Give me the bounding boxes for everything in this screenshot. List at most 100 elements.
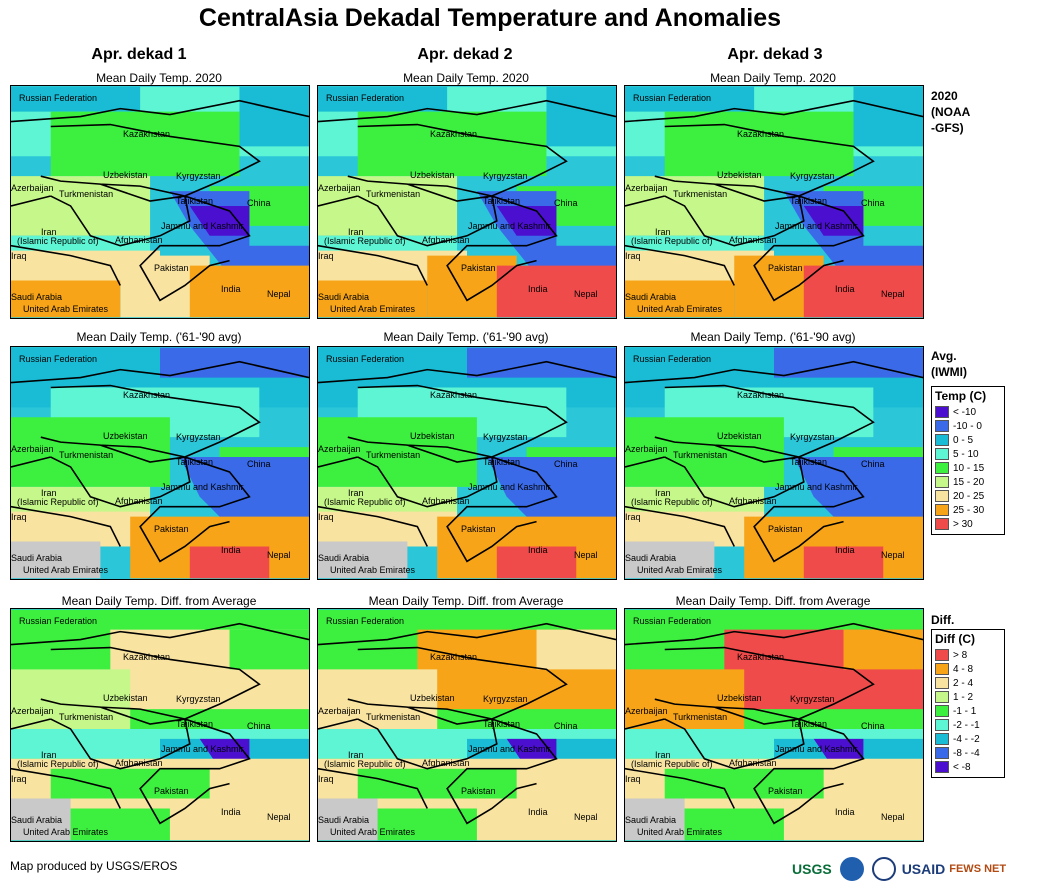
map-place-label: China [247, 198, 271, 208]
map-field [318, 86, 448, 112]
temp-legend-item: 15 - 20 [935, 475, 1001, 489]
panel-label: Mean Daily Temp. Diff. from Average [675, 594, 871, 608]
legend-swatch [935, 462, 949, 474]
map-place-label: Tajikistan [790, 719, 828, 729]
map-place-label: Nepal [267, 812, 291, 822]
map-field [546, 86, 616, 147]
map-field [11, 541, 101, 579]
panel-label: Mean Daily Temp. ('61-'90 avg) [383, 330, 549, 344]
map-place-label: Uzbekistan [410, 693, 455, 703]
map-place-label: Nepal [881, 550, 905, 560]
map-place-label: Afghanistan [115, 496, 163, 506]
map-place-label: United Arab Emirates [637, 304, 723, 314]
map-place-label: Kyrgyzstan [483, 432, 528, 442]
map-place-label: (Islamic Republic of) [324, 497, 406, 507]
map-place-label: (Islamic Republic of) [324, 236, 406, 246]
map-place-label: Saudi Arabia [11, 553, 63, 563]
fewsnet-logo: FEWS NET [949, 863, 1007, 875]
map-field [11, 86, 141, 112]
map-field [11, 280, 121, 318]
map-place-label: Nepal [574, 550, 598, 560]
legend-title: Temp (C) [935, 389, 987, 403]
legend-swatch [935, 761, 949, 773]
map-place-label: Jammu and Kashmir [775, 482, 858, 492]
map-place-label: Nepal [267, 289, 291, 299]
map-place-label: United Arab Emirates [23, 565, 109, 575]
legend-swatch [935, 747, 949, 759]
map-place-label: Pakistan [461, 524, 496, 534]
map-place-label: Turkmenistan [673, 450, 728, 460]
map-place-label: India [528, 284, 548, 294]
map-place-label: United Arab Emirates [330, 304, 416, 314]
map-field [189, 265, 309, 318]
map-place-label: Turkmenistan [59, 450, 114, 460]
map-field [783, 798, 923, 841]
map-panel: Russian Federation Kazakhstan Uzbekistan Ky… [317, 346, 617, 580]
map-place-label: Turkmenistan [673, 712, 728, 722]
country-borders [318, 622, 616, 825]
map-place-label: India [221, 284, 241, 294]
legend-swatch [935, 406, 949, 418]
map-field [625, 176, 765, 236]
map-place-label: Iran [655, 488, 671, 498]
country-borders [11, 360, 309, 563]
country-borders [625, 622, 923, 825]
legend-label: 5 - 10 [953, 448, 979, 460]
usaid-seal-icon [871, 857, 896, 881]
map-place-label: Pakistan [768, 524, 803, 534]
map-place-label: Kazakhstan [123, 652, 171, 662]
diff-legend-item: -4 - -2 [935, 732, 1001, 746]
panel-label: Mean Daily Temp. 2020 [403, 71, 529, 85]
map-place-label: Azerbaijan [11, 183, 54, 193]
temp-legend-item: 0 - 5 [935, 433, 1001, 447]
map-place-label: Iraq [318, 774, 334, 784]
legend-label: < -10 [953, 406, 977, 418]
diff-legend-item: -2 - -1 [935, 718, 1001, 732]
map-place-label: China [247, 721, 271, 731]
map-place-label: Iran [348, 227, 364, 237]
country-borders [625, 99, 923, 302]
map-place-label: Uzbekistan [717, 431, 762, 441]
map-place-label: Iran [41, 750, 57, 760]
map-place-label: Tajikistan [176, 457, 214, 467]
map-place-label: China [554, 198, 578, 208]
map-place-label: Saudi Arabia [318, 553, 370, 563]
temp-legend-item: 10 - 15 [935, 461, 1001, 475]
legend-swatch [935, 663, 949, 675]
map-place-label: Azerbaijan [318, 706, 361, 716]
legend-swatch [935, 490, 949, 502]
map-place-label: Kyrgyzstan [176, 171, 221, 181]
map-place-label: Uzbekistan [717, 693, 762, 703]
legend-swatch [935, 518, 949, 530]
map-field [496, 265, 616, 318]
map-place-label: Saudi Arabia [11, 292, 63, 302]
map-field [803, 205, 864, 236]
map-place-label: Azerbaijan [318, 183, 361, 193]
diff-legend-item: 1 - 2 [935, 690, 1001, 704]
map-place-label: Pakistan [154, 524, 189, 534]
map-place-label: Tajikistan [790, 196, 828, 206]
map-place-label: Pakistan [768, 786, 803, 796]
legend-label: 0 - 5 [953, 434, 974, 446]
map-place-label: Saudi Arabia [625, 815, 677, 825]
legend-swatch [935, 476, 949, 488]
map-place-label: Kazakhstan [737, 129, 785, 139]
legend-label: 4 - 8 [953, 663, 974, 675]
map-place-label: (Islamic Republic of) [17, 497, 99, 507]
legend-swatch [935, 705, 949, 717]
legend-label: 2 - 4 [953, 677, 974, 689]
map-raster [318, 86, 616, 318]
map-field [664, 768, 824, 799]
map-place-label: Pakistan [768, 263, 803, 273]
map-field [318, 798, 378, 841]
row-label-avg: Avg. (IWMI) [931, 349, 967, 379]
map-place-label: (Islamic Republic of) [17, 236, 99, 246]
map-place-label: Iraq [11, 251, 27, 261]
legend-label: < -8 [953, 761, 971, 773]
map-place-label: Nepal [881, 812, 905, 822]
map-field [476, 798, 616, 841]
map-place-label: China [554, 721, 578, 731]
map-place-label: Afghanistan [422, 235, 470, 245]
map-raster [625, 347, 923, 579]
footer-credit: Map produced by USGS/EROS [10, 859, 178, 873]
